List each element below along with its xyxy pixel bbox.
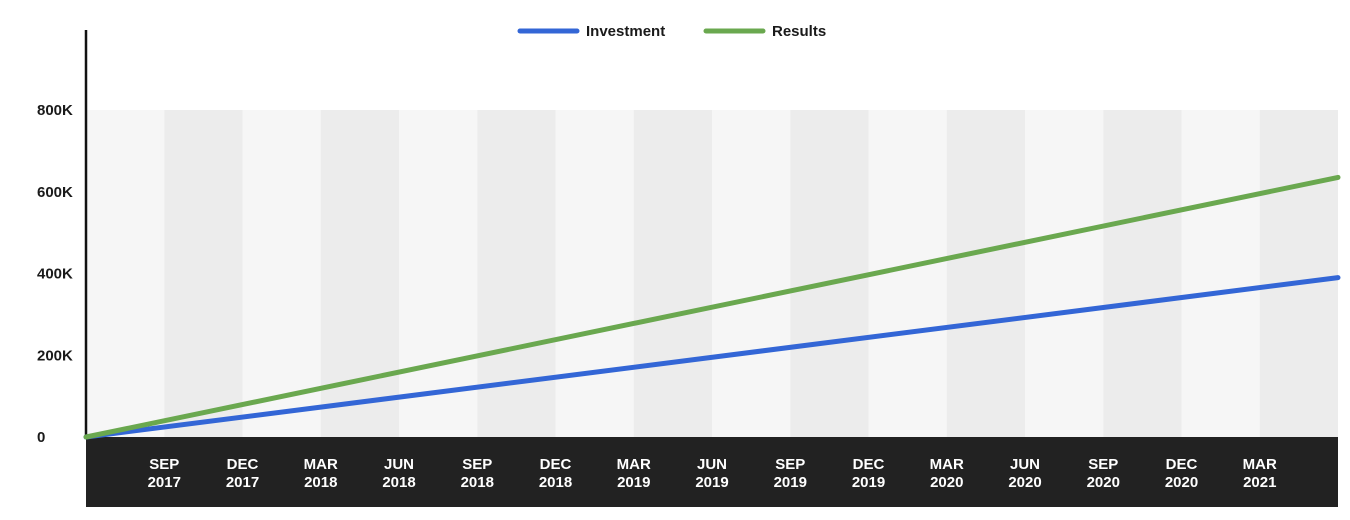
- x-tick-month: MAR: [1243, 456, 1277, 473]
- x-tick-label: DEC 2019: [852, 456, 885, 491]
- grid-band: [86, 110, 165, 437]
- grid-band: [164, 110, 243, 437]
- grid-band: [790, 110, 869, 437]
- x-tick-year: 2018: [461, 474, 494, 491]
- grid-band: [1025, 110, 1104, 437]
- grid-band: [712, 110, 791, 437]
- x-tick-label: MAR 2021: [1243, 456, 1277, 491]
- x-tick-year: 2018: [539, 474, 572, 491]
- x-tick-month: SEP: [462, 456, 492, 473]
- y-tick-label: 600K: [37, 184, 73, 201]
- x-tick-year: 2020: [1165, 474, 1198, 491]
- x-tick-year: 2018: [304, 474, 337, 491]
- x-tick-label: MAR 2020: [930, 456, 964, 491]
- legend-label: Investment: [586, 23, 665, 40]
- x-tick-month: MAR: [617, 456, 651, 473]
- grid-band: [1259, 110, 1338, 437]
- x-tick-month: DEC: [540, 456, 572, 473]
- grid-band: [399, 110, 478, 437]
- x-tick-month: JUN: [384, 456, 414, 473]
- x-tick-year: 2020: [930, 474, 963, 491]
- y-tick-label: 400K: [37, 266, 73, 283]
- x-tick-year: 2019: [695, 474, 728, 491]
- x-tick-year: 2017: [148, 474, 181, 491]
- x-tick-label: SEP 2020: [1087, 456, 1120, 491]
- y-tick-label: 800K: [37, 102, 73, 119]
- x-tick-month: JUN: [697, 456, 727, 473]
- x-tick-label: JUN 2019: [695, 456, 728, 491]
- x-tick-year: 2019: [774, 474, 807, 491]
- x-tick-month: SEP: [1088, 456, 1118, 473]
- x-tick-label: SEP 2019: [774, 456, 807, 491]
- x-tick-label: MAR 2018: [304, 456, 338, 491]
- x-tick-label: MAR 2019: [617, 456, 651, 491]
- series-line-results: [83, 174, 1341, 440]
- x-tick-year: 2021: [1243, 474, 1276, 491]
- y-tick-label: 200K: [37, 347, 73, 364]
- x-tick-year: 2019: [852, 474, 885, 491]
- grid-band: [946, 110, 1025, 437]
- legend-label: Results: [772, 23, 826, 40]
- x-axis-band: [86, 437, 1338, 507]
- x-tick-month: SEP: [149, 456, 179, 473]
- x-tick-label: DEC 2020: [1165, 456, 1198, 491]
- x-tick-month: MAR: [304, 456, 338, 473]
- grid-band: [633, 110, 712, 437]
- grid-band: [1181, 110, 1260, 437]
- grid-band: [242, 110, 321, 437]
- x-tick-label: SEP 2017: [148, 456, 181, 491]
- x-tick-year: 2020: [1087, 474, 1120, 491]
- x-tick-year: 2018: [382, 474, 415, 491]
- y-tick-label: 0: [37, 429, 45, 446]
- series-line-investment: [83, 275, 1341, 440]
- x-tick-month: SEP: [775, 456, 805, 473]
- grid-band: [1103, 110, 1182, 437]
- x-tick-label: JUN 2020: [1008, 456, 1041, 491]
- x-tick-label: DEC 2017: [226, 456, 259, 491]
- x-tick-label: JUN 2018: [382, 456, 415, 491]
- x-tick-year: 2017: [226, 474, 259, 491]
- x-tick-year: 2020: [1008, 474, 1041, 491]
- x-tick-month: DEC: [1166, 456, 1198, 473]
- x-tick-year: 2019: [617, 474, 650, 491]
- x-tick-label: DEC 2018: [539, 456, 572, 491]
- x-tick-month: DEC: [227, 456, 259, 473]
- x-tick-month: DEC: [853, 456, 885, 473]
- x-tick-month: MAR: [930, 456, 964, 473]
- x-tick-label: SEP 2018: [461, 456, 494, 491]
- x-tick-month: JUN: [1010, 456, 1040, 473]
- grid-band: [555, 110, 634, 437]
